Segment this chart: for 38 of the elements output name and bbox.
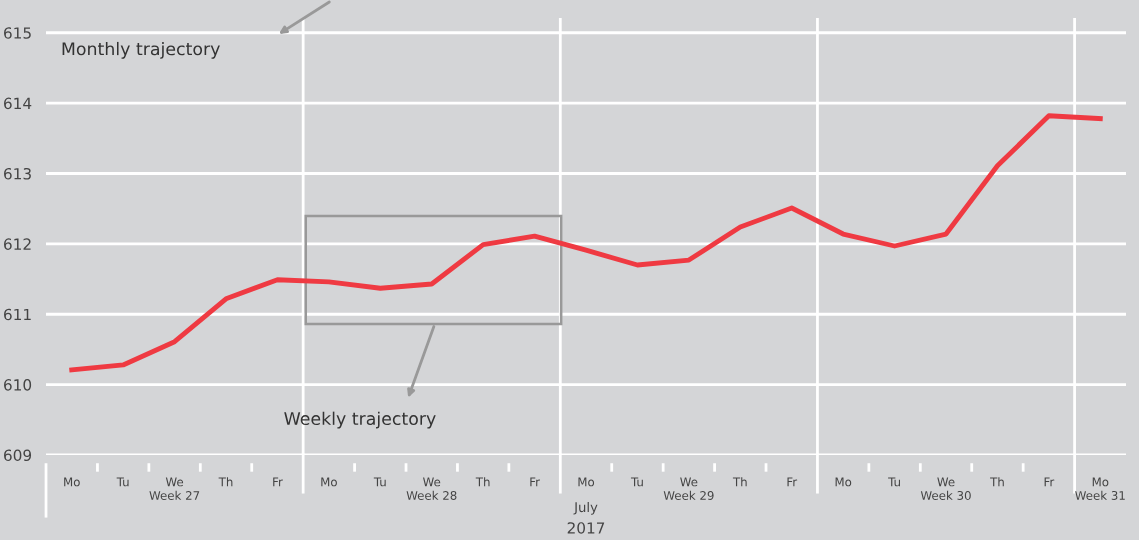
- y-tick-label: 609: [4, 449, 32, 462]
- x-tick-label: Th: [990, 477, 1004, 487]
- line-series: [69, 113, 1103, 373]
- x-tick-label: Mo: [64, 477, 80, 487]
- x-tick-label: Mo: [321, 477, 337, 487]
- x-tick-label: Th: [475, 477, 490, 487]
- x-tick-label: We: [937, 477, 955, 487]
- annotation: Weekly trajectory: [284, 411, 436, 429]
- x-tick-label: Mo: [578, 477, 595, 487]
- x-tick-label: Fr: [787, 477, 798, 487]
- x-tick-label: Fr: [530, 477, 540, 487]
- y-tick-label: 613: [4, 167, 31, 180]
- text: Week 31: [1075, 490, 1125, 500]
- text: Week 29: [663, 490, 714, 500]
- y-tick-label: 610: [4, 379, 32, 391]
- x-tick-label: We: [680, 477, 698, 487]
- y-tick-label: 611: [4, 308, 31, 321]
- x-tick-label: Fr: [273, 477, 283, 487]
- x-tick-label: We: [423, 477, 441, 487]
- text: Week 27: [149, 490, 200, 500]
- text: Week 28: [406, 490, 457, 500]
- x-tick-label: Tu: [888, 477, 900, 487]
- x-tick-label: Tu: [116, 477, 129, 487]
- y-tick-label: 612: [4, 238, 31, 250]
- x-tick-label: Tu: [373, 477, 386, 487]
- x-tick-label: Mo: [835, 477, 852, 487]
- x-tick-label: Th: [732, 477, 747, 487]
- x-tick-label: Mo: [1092, 477, 1109, 487]
- x-tick-label: We: [165, 477, 184, 487]
- text: Week 30: [920, 490, 971, 500]
- x-tick-label: Th: [218, 477, 233, 487]
- annotation: Monthly trajectory: [62, 41, 220, 59]
- y-tick-label: 615: [4, 27, 31, 39]
- x-tick-label: Fr: [1044, 477, 1055, 487]
- text: July: [573, 501, 598, 515]
- x-tick-label: Tu: [630, 477, 643, 487]
- y-tick-label: 614: [4, 97, 32, 110]
- text: 2017: [567, 522, 605, 534]
